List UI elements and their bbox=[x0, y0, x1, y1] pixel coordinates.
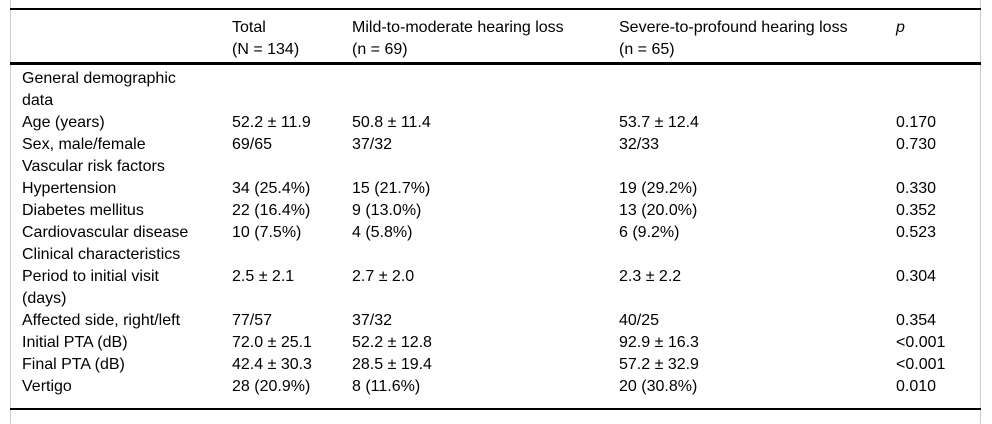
row-label: Cardiovascular disease bbox=[22, 224, 189, 241]
row-label: Age (years) bbox=[22, 114, 105, 131]
section-row: Clinical characteristics bbox=[10, 244, 981, 266]
table-header: Total (N = 134) Mild-to-moderate hearing… bbox=[10, 9, 981, 65]
cell-value: 72.0 ± 25.1 bbox=[232, 334, 312, 351]
cell-value: 10 (7.5%) bbox=[232, 224, 302, 241]
section-row: General demographic data bbox=[10, 64, 981, 113]
cell-value: 2.7 ± 2.0 bbox=[352, 268, 415, 285]
cell-value: 53.7 ± 12.4 bbox=[619, 114, 699, 131]
table-row: Age (years) 52.2 ± 11.9 50.8 ± 11.4 53.7 ± … bbox=[10, 112, 981, 134]
row-label: Clinical characteristics bbox=[22, 246, 181, 263]
cell-value: 69/65 bbox=[232, 136, 273, 153]
cell-value bbox=[896, 64, 981, 113]
table-right-border bbox=[980, 0, 981, 424]
cell-value bbox=[619, 244, 896, 266]
row-label: Hypertension bbox=[22, 180, 117, 197]
cell-value: 0.354 bbox=[896, 312, 937, 329]
cell-value bbox=[232, 64, 352, 113]
cell-value: <0.001 bbox=[896, 334, 946, 351]
table-left-border bbox=[10, 0, 11, 424]
cell-value: 22 (16.4%) bbox=[232, 202, 311, 219]
cell-value: 42.4 ± 30.3 bbox=[232, 356, 312, 373]
header-cell-rowlabel bbox=[10, 9, 232, 65]
cell-value: 4 (5.8%) bbox=[352, 224, 413, 241]
cell-value: 0.170 bbox=[896, 114, 937, 131]
cell-value: 0.330 bbox=[896, 180, 937, 197]
cell-value: 0.010 bbox=[896, 378, 937, 395]
cell-value: 9 (13.0%) bbox=[352, 202, 422, 219]
cell-value bbox=[352, 244, 619, 266]
cell-value bbox=[619, 64, 896, 113]
column-title: Total bbox=[232, 19, 266, 36]
row-label: Initial PTA (dB) bbox=[22, 334, 128, 351]
cell-value: 8 (11.6%) bbox=[352, 378, 421, 395]
cell-value: 52.2 ± 12.8 bbox=[352, 334, 432, 351]
row-label: Affected side, right/left bbox=[22, 312, 181, 329]
row-label: Period to initial visit (days) bbox=[22, 268, 159, 307]
table-body: General demographic data Age (years) 52.2 … bbox=[10, 64, 981, 410]
table-row: Affected side, right/left 77/57 37/32 40/25… bbox=[10, 310, 981, 332]
header-cell-pvalue: p bbox=[896, 9, 981, 65]
table-row: Vertigo 28 (20.9%) 8 (11.6%) 20 (30.8%) 0.01… bbox=[10, 376, 981, 409]
cell-value: 50.8 ± 11.4 bbox=[352, 114, 431, 131]
cell-value: 13 (20.0%) bbox=[619, 202, 698, 219]
cell-value: 19 (29.2%) bbox=[619, 180, 698, 197]
cell-value bbox=[896, 244, 981, 266]
cell-value: 20 (30.8%) bbox=[619, 378, 698, 395]
row-label: Sex, male/female bbox=[22, 136, 146, 153]
row-label: General demographic data bbox=[22, 70, 176, 109]
cell-value: 2.5 ± 2.1 bbox=[232, 268, 295, 285]
cell-value: 37/32 bbox=[352, 136, 393, 153]
header-cell-mild-moderate: Mild-to-moderate hearing loss (n = 69) bbox=[352, 9, 619, 65]
cell-value bbox=[232, 244, 352, 266]
column-title: Severe-to-profound hearing loss bbox=[619, 19, 848, 36]
cell-value: 0.523 bbox=[896, 224, 937, 241]
cell-value: 57.2 ± 32.9 bbox=[619, 356, 699, 373]
table-row: Sex, male/female 69/65 37/32 32/33 0.730 bbox=[10, 134, 981, 156]
row-label: Vascular risk factors bbox=[22, 158, 165, 175]
cell-value bbox=[352, 156, 619, 178]
cell-value: 92.9 ± 16.3 bbox=[619, 334, 699, 351]
table-row: Initial PTA (dB) 72.0 ± 25.1 52.2 ± 12.8 92… bbox=[10, 332, 981, 354]
column-title: Mild-to-moderate hearing loss bbox=[352, 19, 564, 36]
cell-value: 40/25 bbox=[619, 312, 660, 329]
cell-value: <0.001 bbox=[896, 356, 946, 373]
table-row: Diabetes mellitus 22 (16.4%) 9 (13.0%) 13 (… bbox=[10, 200, 981, 222]
cell-value: 32/33 bbox=[619, 136, 660, 153]
cell-value: 28 (20.9%) bbox=[232, 378, 311, 395]
column-subtitle: (n = 69) bbox=[352, 41, 408, 58]
cell-value: 2.3 ± 2.2 bbox=[619, 268, 682, 285]
cell-value: 77/57 bbox=[232, 312, 273, 329]
cell-value: 0.352 bbox=[896, 202, 937, 219]
cell-value: 34 (25.4%) bbox=[232, 180, 311, 197]
column-subtitle: (N = 134) bbox=[232, 41, 300, 58]
cell-value bbox=[619, 156, 896, 178]
row-label: Final PTA (dB) bbox=[22, 356, 125, 373]
cell-value: 15 (21.7%) bbox=[352, 180, 431, 197]
table-row: Period to initial visit (days) 2.5 ± 2.1 2… bbox=[10, 266, 981, 310]
header-cell-total: Total (N = 134) bbox=[232, 9, 352, 65]
row-label: Diabetes mellitus bbox=[22, 202, 144, 219]
column-title: p bbox=[896, 19, 905, 36]
table-row: Cardiovascular disease 10 (7.5%) 4 (5.8%) 6… bbox=[10, 222, 981, 244]
cell-value: 28.5 ± 19.4 bbox=[352, 356, 432, 373]
cell-value bbox=[232, 156, 352, 178]
cell-value: 52.2 ± 11.9 bbox=[232, 114, 311, 131]
section-row: Vascular risk factors bbox=[10, 156, 981, 178]
cell-value bbox=[352, 64, 619, 113]
demographics-table: Total (N = 134) Mild-to-moderate hearing… bbox=[10, 8, 981, 410]
cell-value: 37/32 bbox=[352, 312, 393, 329]
row-label: Vertigo bbox=[22, 378, 72, 395]
cell-value bbox=[896, 156, 981, 178]
cell-value: 0.304 bbox=[896, 268, 937, 285]
table-row: Hypertension 34 (25.4%) 15 (21.7%) 19 (29.2… bbox=[10, 178, 981, 200]
table-row: Final PTA (dB) 42.4 ± 30.3 28.5 ± 19.4 57.2… bbox=[10, 354, 981, 376]
header-row: Total (N = 134) Mild-to-moderate hearing… bbox=[10, 9, 981, 65]
header-cell-severe-profound: Severe-to-profound hearing loss (n = 65) bbox=[619, 9, 896, 65]
column-subtitle: (n = 65) bbox=[619, 41, 675, 58]
cell-value: 0.730 bbox=[896, 136, 937, 153]
cell-value: 6 (9.2%) bbox=[619, 224, 680, 241]
